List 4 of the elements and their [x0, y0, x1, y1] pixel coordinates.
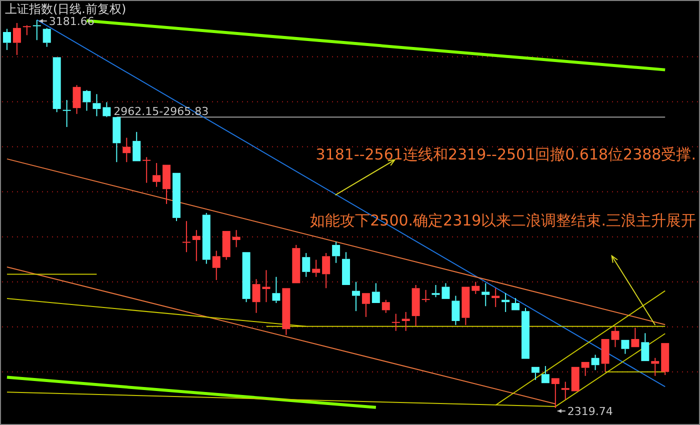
annotation: 3181.66 — [48, 15, 94, 28]
annotation: 3181--2561连线和2319--2501回撤0.618位2388受撑. — [316, 145, 696, 164]
annotation: 2319.74 — [567, 405, 613, 418]
chart-title: 上证指数(日线.前复权) — [5, 2, 126, 16]
